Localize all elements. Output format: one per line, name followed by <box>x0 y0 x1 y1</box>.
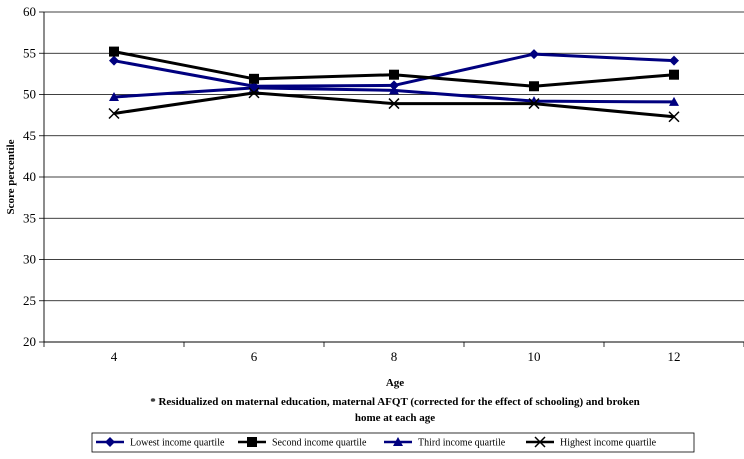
tick-labels: 20 25 30 35 40 45 50 55 60 4 6 8 10 12 <box>23 4 681 364</box>
chart-note-line-2: home at each age <box>355 412 435 424</box>
y-tick-label: 25 <box>23 293 36 308</box>
chart-note-line-1: * Residualized on maternal education, ma… <box>150 396 640 408</box>
data-point <box>389 85 399 95</box>
data-point <box>109 55 119 66</box>
y-axis-title: Score percentile <box>5 139 17 214</box>
x-axis-title: Age <box>386 377 404 389</box>
x-marker-stroke <box>108 107 120 120</box>
y-tick-label: 55 <box>23 45 36 60</box>
y-tick-label: 60 <box>23 4 36 19</box>
y-tick-label: 20 <box>23 334 36 349</box>
legend-label: Lowest income quartile <box>130 438 225 449</box>
legend-label: Second income quartile <box>272 438 367 449</box>
data-point <box>529 81 539 92</box>
x-tick-label: 6 <box>251 349 258 364</box>
y-tick-label: 35 <box>23 210 36 225</box>
data-point <box>529 49 539 60</box>
y-tick-label: 30 <box>23 252 36 267</box>
gridlines <box>44 11 744 343</box>
data-point <box>388 98 400 110</box>
legend-label: Third income quartile <box>418 438 506 449</box>
data-point <box>669 55 679 66</box>
axes <box>39 11 744 347</box>
data-point <box>248 87 260 99</box>
data-point <box>108 107 120 120</box>
data-point <box>389 69 399 80</box>
x-tick-label: 12 <box>668 349 681 364</box>
x-tick-label: 10 <box>528 349 541 364</box>
series-line-4 <box>113 91 675 119</box>
y-tick-label: 50 <box>23 87 36 102</box>
data-point <box>528 98 540 110</box>
x-marker-stroke <box>534 436 546 448</box>
x-tick-label: 8 <box>391 349 398 364</box>
data-point <box>249 73 259 84</box>
x-marker-stroke <box>388 98 400 110</box>
y-tick-label: 45 <box>23 128 36 143</box>
x-tick-label: 4 <box>111 349 118 364</box>
legend-marker <box>393 437 403 446</box>
x-marker-stroke <box>248 87 260 99</box>
legend-marker <box>105 437 115 447</box>
legend-marker <box>247 437 257 447</box>
y-tick-label: 40 <box>23 169 36 184</box>
data-point <box>109 91 119 101</box>
data-point <box>109 46 119 57</box>
legend: Lowest income quartile Second income quar… <box>91 432 695 453</box>
data-point <box>669 96 679 106</box>
x-marker-stroke <box>668 111 680 123</box>
legend-marker <box>534 436 546 448</box>
x-marker-stroke <box>528 98 540 110</box>
data-point <box>668 111 680 123</box>
legend-label: Highest income quartile <box>560 438 657 449</box>
legend-entries: Lowest income quartile Second income quar… <box>96 436 657 449</box>
series-lines <box>108 46 680 123</box>
data-point <box>669 69 679 80</box>
